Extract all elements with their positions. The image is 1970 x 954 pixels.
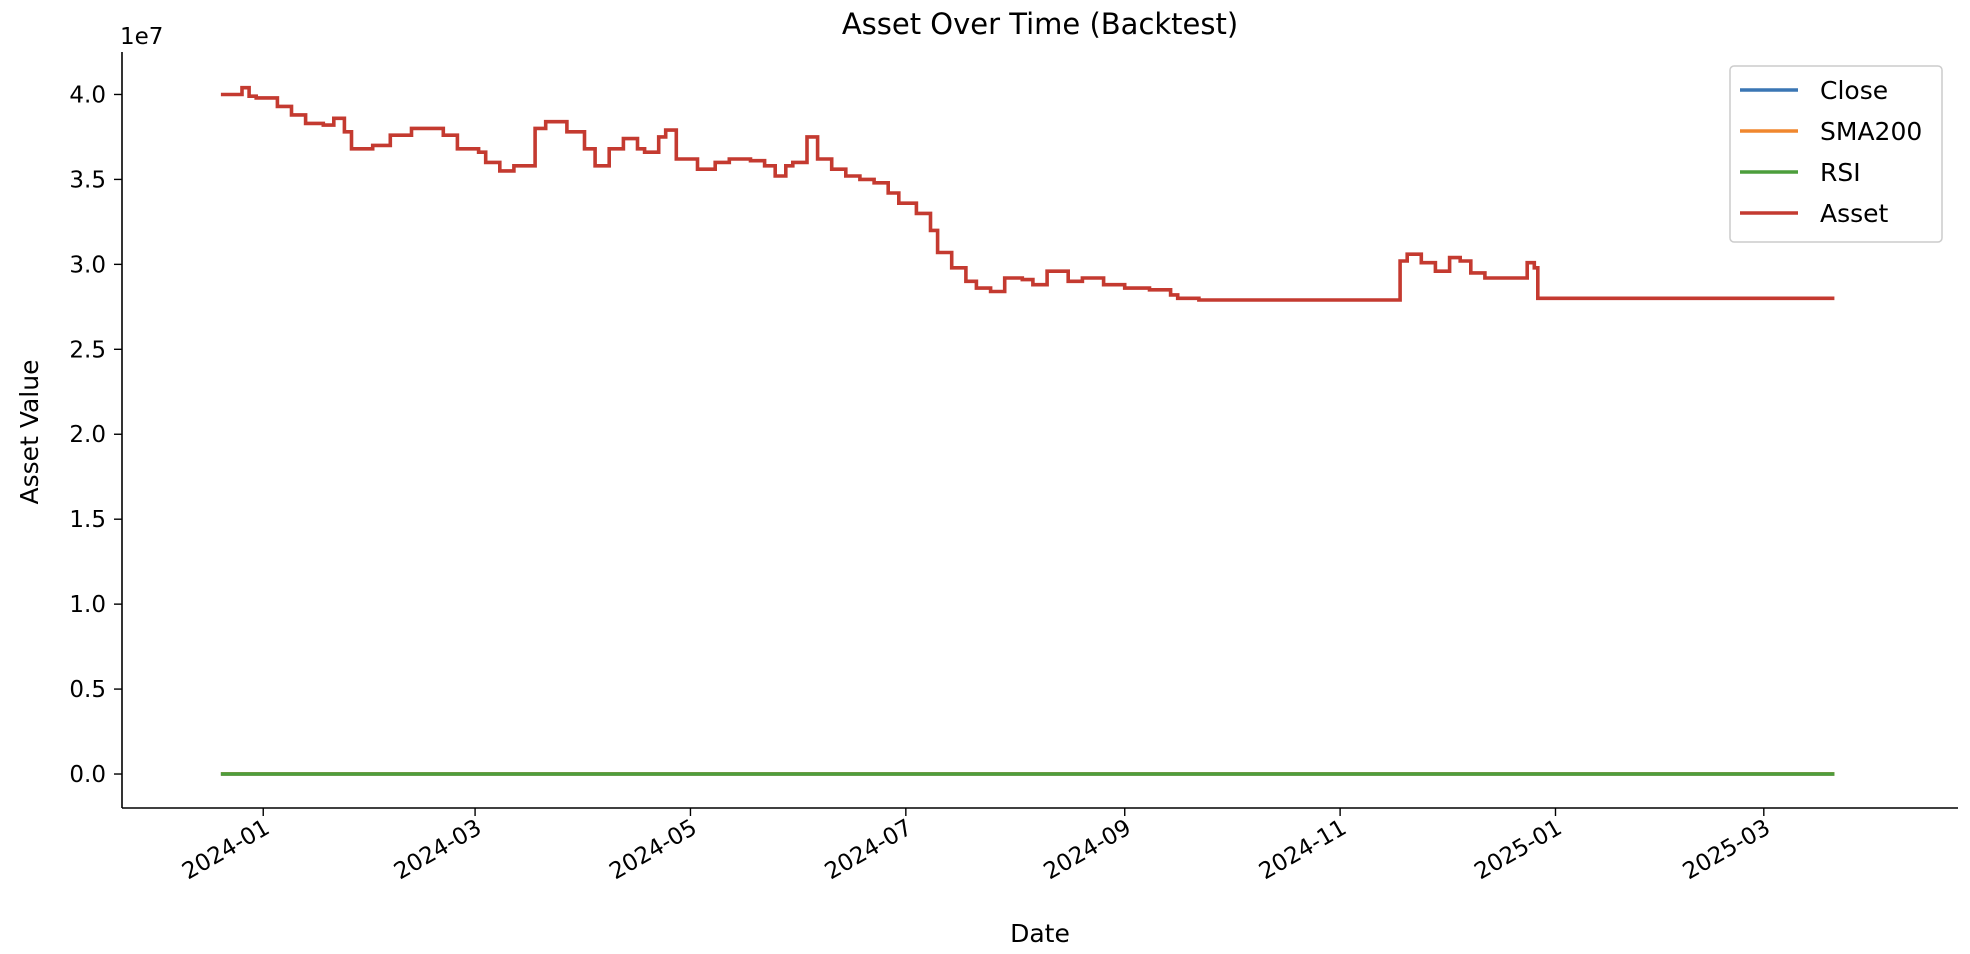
- x-axis-title: Date: [1010, 919, 1070, 948]
- x-tick-label: 2024-07: [821, 815, 917, 886]
- x-tick-label: 2025-01: [1470, 815, 1566, 886]
- y-axis-title: Asset Value: [15, 360, 44, 505]
- x-tick-label: 2024-05: [605, 815, 701, 886]
- y-tick-label: 3.5: [69, 167, 106, 193]
- legend: Close SMA200 RSI Asset: [1729, 65, 1943, 243]
- y-tick-label: 0.0: [69, 762, 106, 788]
- y-tick-label: 1.0: [69, 592, 106, 618]
- axes: [121, 52, 1958, 809]
- y-tick-label: 2.5: [69, 337, 106, 363]
- x-tick-label: 2024-01: [178, 815, 274, 886]
- y-tick-label: 3.0: [69, 252, 106, 278]
- series-line-asset: [220, 85, 1835, 302]
- x-tick-label: 2024-11: [1255, 815, 1351, 886]
- x-tick-label: 2025-03: [1679, 815, 1775, 886]
- chart-title: Asset Over Time (Backtest): [842, 7, 1238, 41]
- legend-label-sma200: SMA200: [1820, 117, 1922, 146]
- y-tick-label: 2.0: [69, 422, 106, 448]
- series-lines: [220, 85, 1835, 776]
- x-tick-label: 2024-03: [390, 815, 486, 886]
- y-offset-label: 1e7: [120, 24, 163, 50]
- y-tick-label: 4.0: [69, 82, 106, 108]
- y-tick-label: 0.5: [69, 677, 106, 703]
- x-tick-label: 2024-09: [1040, 815, 1136, 886]
- legend-label-close: Close: [1820, 76, 1888, 105]
- y-tick-label: 1.5: [69, 507, 106, 533]
- legend-box: [1729, 65, 1943, 243]
- ticks: 0.0 0.5 1.0 1.5 2.0 2.5 3.0 3.5 4.0 2024-01 2024-0…: [69, 82, 1774, 885]
- legend-label-asset: Asset: [1820, 199, 1889, 228]
- legend-label-rsi: RSI: [1820, 158, 1861, 187]
